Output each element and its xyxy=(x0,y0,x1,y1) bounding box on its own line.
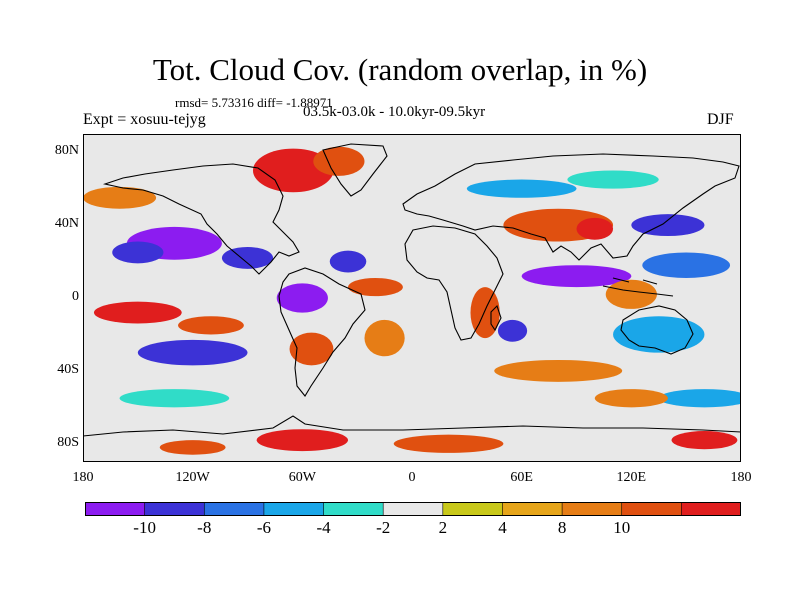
anomaly-patch-4 xyxy=(93,301,182,324)
anomaly-patch-33 xyxy=(83,186,157,209)
colorbar-cell-1 xyxy=(85,502,146,516)
lon-label-6: 120E xyxy=(616,470,647,485)
anomaly-patch-24 xyxy=(119,389,230,408)
south-america-coast xyxy=(278,267,366,397)
north-america-coast xyxy=(102,163,300,275)
lat-label-4: 40S xyxy=(57,361,79,377)
map-frame xyxy=(83,134,741,462)
anomaly-patch-21 xyxy=(605,279,657,309)
season-label: DJF xyxy=(707,111,734,128)
madagascar-coast xyxy=(490,304,502,332)
colorbar-label-3: -6 xyxy=(256,518,271,537)
colorbar-cell-4 xyxy=(263,502,325,516)
anomaly-patch-25 xyxy=(658,389,741,408)
anomaly-field xyxy=(83,146,741,455)
colorbar-label-9: 10 xyxy=(613,518,631,537)
colorbar-cell-7 xyxy=(442,502,504,516)
africa-coast xyxy=(404,225,504,341)
anomaly-patch-13 xyxy=(313,146,365,176)
anomaly-patch-22 xyxy=(613,316,705,353)
colorbar-cell-5 xyxy=(323,502,384,516)
lat-label-5: 80S xyxy=(57,434,79,450)
anomaly-patch-19 xyxy=(642,252,731,278)
lon-label-5: 60E xyxy=(510,470,533,485)
colorbar-label-2: -8 xyxy=(197,518,212,537)
lat-label-2: 40N xyxy=(54,216,79,232)
anomaly-patch-29 xyxy=(393,434,504,453)
colorbar-label-4: -4 xyxy=(316,518,331,537)
australia-coast xyxy=(620,305,694,355)
colorbar-cell-9 xyxy=(561,502,623,516)
lon-label-7: 180 xyxy=(730,470,752,485)
colorbar-cell-6 xyxy=(382,502,444,516)
anomaly-patch-6 xyxy=(137,339,248,366)
anomaly-patch-11 xyxy=(329,250,367,273)
period-label: 03.5k-03.0k - 10.0kyr-09.5kyr xyxy=(303,104,486,120)
anomaly-patch-27 xyxy=(256,429,349,452)
lon-label-3: 60W xyxy=(288,470,316,485)
colorbar-cell-11 xyxy=(681,502,741,516)
lon-label-1: 180 xyxy=(72,470,94,485)
anomaly-patch-32 xyxy=(567,170,659,189)
anomaly-patch-7 xyxy=(276,283,328,313)
lon-label-4: 0 xyxy=(408,470,416,485)
colorbar-label-6: 2 xyxy=(438,518,448,537)
colorbar-label-8: 8 xyxy=(557,518,567,537)
map-title: Tot. Cloud Cov. (random overlap, in %) xyxy=(152,52,648,87)
colorbar-cell-3 xyxy=(203,502,265,516)
colorbar xyxy=(85,502,741,516)
anomaly-patch-23 xyxy=(494,359,623,382)
colorbar-label-1: -10 xyxy=(133,518,156,537)
anomaly-patch-9 xyxy=(364,319,405,357)
anomaly-patch-20 xyxy=(631,214,705,237)
anomaly-patch-3 xyxy=(221,246,274,269)
anomaly-patch-15 xyxy=(497,319,528,342)
stats-text: rmsd= 5.73316 diff= -1.88971 xyxy=(175,95,333,110)
anomaly-patch-8 xyxy=(289,332,334,366)
europe-asia-coast xyxy=(402,153,740,261)
colorbar-label-7: 4 xyxy=(498,518,507,537)
greenland-coast xyxy=(322,143,388,197)
coastlines xyxy=(83,143,741,437)
colorbar-cell-10 xyxy=(621,502,683,516)
anomaly-patch-10 xyxy=(348,277,403,297)
anomaly-patch-12 xyxy=(252,148,334,193)
colorbar-label-5: -2 xyxy=(376,518,391,537)
lat-label-3: 0 xyxy=(72,289,79,304)
anomaly-patch-28 xyxy=(159,440,226,455)
colorbar-frame xyxy=(85,502,741,516)
colorbar-cell-8 xyxy=(502,502,563,516)
indonesia-coast xyxy=(602,277,674,297)
anomaly-patch-26 xyxy=(594,389,668,408)
anomaly-patch-30 xyxy=(671,431,738,450)
lon-label-2: 120W xyxy=(175,470,210,485)
antarctica-coast xyxy=(83,415,741,437)
anomaly-map xyxy=(83,134,741,462)
anomaly-patch-17 xyxy=(576,217,614,240)
anomaly-patch-2 xyxy=(112,241,164,264)
colorbar-cell-2 xyxy=(144,502,206,516)
lat-label-1: 80N xyxy=(54,143,79,159)
experiment-label: Expt = xosuu-tejyg xyxy=(83,111,206,128)
anomaly-patch-5 xyxy=(178,316,244,335)
anomaly-patch-31 xyxy=(466,179,577,198)
anomaly-patch-18 xyxy=(521,265,632,288)
